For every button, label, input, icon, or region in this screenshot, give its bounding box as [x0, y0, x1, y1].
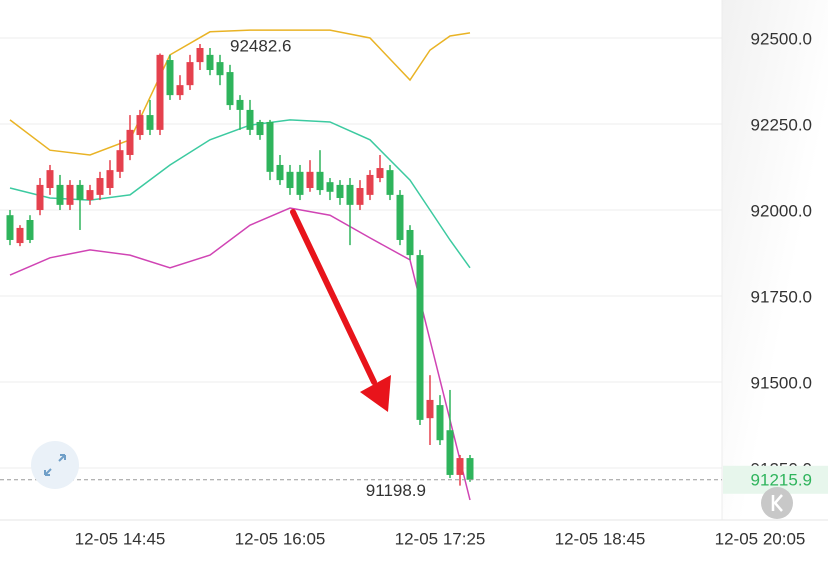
arrow-head	[360, 375, 391, 412]
label-layer: 91215.9 92482.6 91198.9	[0, 36, 828, 502]
band-line	[9, 29, 471, 156]
candle-body	[186, 62, 194, 86]
trend-arrow	[290, 209, 391, 412]
candle-body	[86, 190, 94, 201]
candle-body	[106, 170, 114, 189]
candle-body	[116, 150, 124, 172]
y-tick-label: 92250.0	[751, 116, 812, 135]
candle-body	[246, 109, 254, 130]
candle-body	[276, 164, 284, 181]
expand-button[interactable]	[31, 441, 79, 489]
axis-background	[722, 0, 828, 520]
last-price-label: 91215.9	[751, 470, 812, 489]
candle-body	[236, 99, 244, 110]
candle-body	[206, 54, 214, 71]
x-tick-label: 12-05 20:05	[715, 529, 806, 548]
candle-body	[176, 85, 184, 96]
arrow-shaft	[290, 209, 377, 385]
candle-body	[416, 255, 424, 420]
candle-body	[396, 194, 404, 240]
candle-body	[6, 215, 14, 240]
candle-body	[446, 430, 454, 475]
candle-body	[156, 54, 164, 130]
scroll-latest-button[interactable]	[761, 487, 793, 519]
candle-body	[436, 405, 444, 441]
min-label: 91198.9	[366, 481, 426, 500]
candle-body	[36, 184, 44, 211]
expand-circle[interactable]	[31, 441, 79, 489]
candle-body	[456, 458, 464, 475]
candle-body	[296, 171, 304, 195]
max-label: 92482.6	[230, 36, 291, 55]
y-tick-label: 92500.0	[751, 29, 812, 48]
candle-body	[196, 47, 204, 63]
grid-layer: 92500.092250.092000.091750.091500.091250…	[0, 29, 812, 548]
x-tick-label: 12-05 14:45	[75, 529, 166, 548]
candle-body	[56, 184, 64, 205]
candle-body	[46, 170, 54, 189]
y-tick-label: 92000.0	[751, 202, 812, 221]
candle-body	[166, 60, 174, 96]
candle-body	[336, 184, 344, 198]
candle-body	[376, 168, 384, 179]
x-tick-label: 12-05 17:25	[395, 529, 486, 548]
candle-body	[426, 399, 434, 419]
candle-body	[286, 171, 294, 189]
candle-body	[226, 72, 234, 106]
candle-body	[26, 220, 34, 240]
candle-body	[16, 227, 24, 244]
candle-body	[66, 184, 74, 205]
candle-layer	[6, 44, 474, 486]
candle-body	[146, 115, 154, 130]
candle-body	[386, 170, 394, 195]
candle-body	[346, 184, 354, 205]
band-line	[9, 207, 471, 501]
candle-body	[266, 121, 274, 172]
candle-body	[216, 62, 224, 76]
candle-body	[126, 129, 134, 155]
y-tick-label: 91500.0	[751, 374, 812, 393]
y-tick-label: 91750.0	[751, 288, 812, 307]
scroll-circle[interactable]	[761, 487, 793, 519]
candle-body	[366, 174, 374, 195]
candle-body	[406, 229, 414, 256]
candle-body	[306, 171, 314, 189]
candle-body	[466, 458, 474, 480]
candle-body	[136, 115, 144, 136]
candle-body	[76, 184, 84, 201]
candle-body	[256, 121, 264, 136]
candle-body	[316, 171, 324, 191]
scroll-icon[interactable]	[771, 494, 783, 512]
candle-body	[356, 188, 364, 205]
x-tick-label: 12-05 16:05	[235, 529, 326, 548]
candle-body	[326, 182, 334, 192]
expand-icon[interactable]	[44, 454, 66, 476]
x-tick-label: 12-05 18:45	[555, 529, 646, 548]
candle-body	[96, 178, 104, 195]
